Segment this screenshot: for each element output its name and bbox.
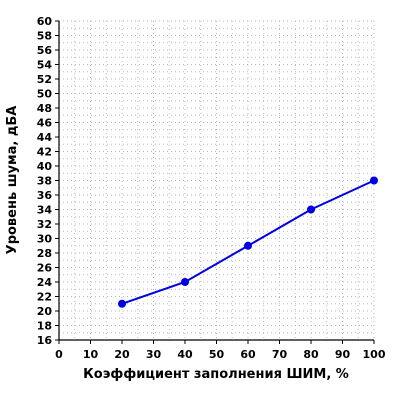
y-tick-label: 56 [37, 44, 53, 57]
y-tick-label: 16 [37, 334, 53, 347]
y-tick-label: 30 [37, 233, 53, 246]
y-tick-label: 20 [37, 305, 53, 318]
y-tick-label: 44 [37, 131, 53, 144]
axes [55, 20, 375, 344]
y-tick-label: 26 [37, 262, 53, 275]
y-tick-label: 46 [37, 117, 53, 130]
y-tick-label: 38 [37, 175, 52, 188]
x-tick-label: 0 [55, 348, 63, 361]
x-tick-labels: 0 10 20 30 40 50 60 70 80 90 100 [55, 348, 386, 361]
y-tick-label: 36 [37, 189, 53, 202]
y-tick-label: 42 [37, 146, 52, 159]
grid [59, 20, 375, 340]
x-tick-label: 60 [240, 348, 256, 361]
x-tick-label: 80 [303, 348, 319, 361]
y-tick-label: 34 [37, 204, 53, 217]
x-tick-label: 100 [363, 348, 386, 361]
x-tick-label: 30 [146, 348, 162, 361]
y-axis-label: Уровень шума, дБА [5, 106, 20, 255]
y-tick-label: 52 [37, 73, 52, 86]
y-tick-label: 24 [37, 276, 53, 289]
data-point [370, 176, 378, 185]
x-tick-label: 50 [209, 348, 225, 361]
y-tick-label: 32 [37, 218, 52, 231]
y-tick-label: 60 [37, 15, 53, 28]
data-point [181, 278, 189, 286]
y-tick-label: 28 [37, 247, 52, 260]
y-tick-label: 40 [37, 160, 53, 173]
y-tick-label: 48 [37, 102, 52, 115]
y-tick-label: 58 [37, 30, 52, 43]
x-tick-label: 90 [335, 348, 351, 361]
data-point [118, 299, 126, 308]
y-tick-label: 54 [37, 59, 53, 72]
x-axis-label: Коэффициент заполнения ШИМ, % [83, 367, 349, 382]
data-point [244, 241, 252, 250]
x-tick-label: 70 [272, 348, 288, 361]
y-tick-label: 50 [37, 88, 53, 101]
x-tick-label: 40 [177, 348, 193, 361]
data-point [307, 205, 315, 214]
x-tick-label: 20 [114, 348, 130, 361]
y-tick-label: 22 [37, 291, 52, 304]
x-tick-label: 10 [83, 348, 99, 361]
series-group [118, 176, 378, 308]
y-tick-label: 18 [37, 320, 52, 333]
